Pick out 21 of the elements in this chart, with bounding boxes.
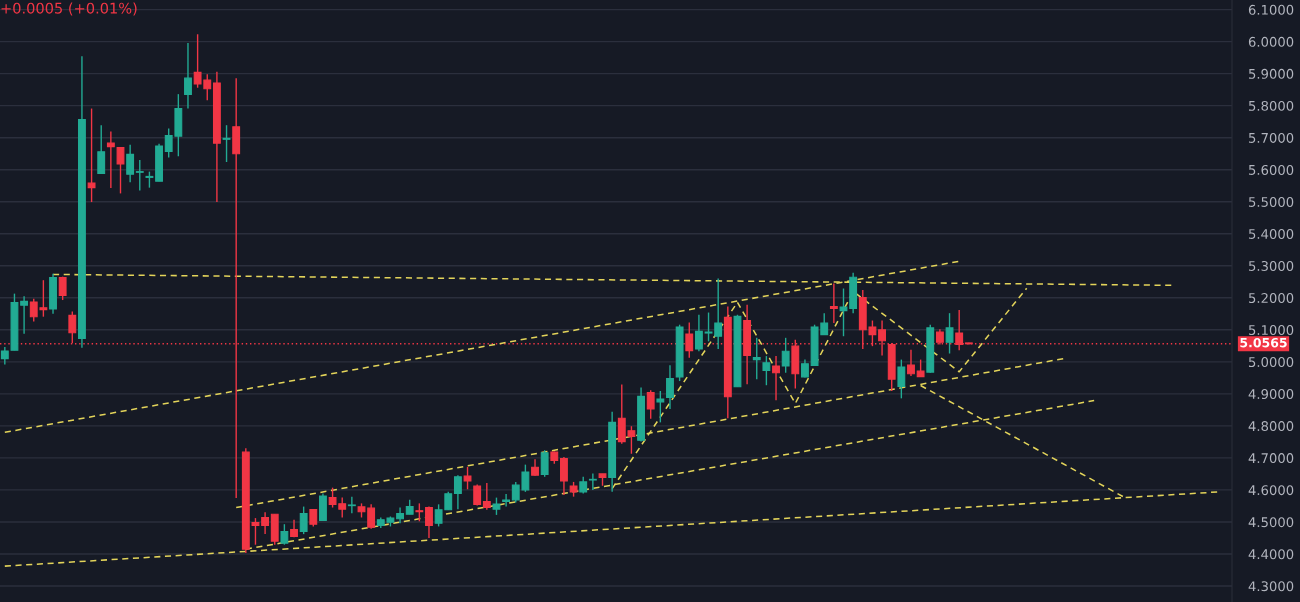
y-tick-label: 5.7000 (1248, 132, 1294, 143)
y-tick-label: 6.1000 (1248, 4, 1294, 15)
y-tick-label: 5.0000 (1248, 357, 1294, 368)
y-tick-label: 4.3000 (1248, 581, 1294, 592)
ref-line-label: 5.0565 (1240, 337, 1287, 348)
y-tick-label: 4.5000 (1248, 517, 1294, 528)
y-tick-label: 5.3000 (1248, 261, 1294, 271)
y-tick-label: 5.2000 (1248, 293, 1294, 303)
y-tick-label: 5.4000 (1248, 228, 1294, 239)
y-tick-label: 4.7000 (1248, 453, 1294, 464)
y-tick-label: 5.5000 (1248, 196, 1294, 207)
y-tick-label: 4.4000 (1248, 549, 1294, 560)
y-tick-label: 5.8000 (1248, 100, 1294, 111)
y-tick-label: 4.9000 (1248, 389, 1294, 400)
y-tick-label: 5.9000 (1248, 68, 1294, 79)
y-tick-label: 5.6000 (1248, 164, 1294, 175)
y-tick-label: 4.6000 (1248, 485, 1294, 496)
annotation: +0.0005 (+0.01%) (1, 2, 137, 16)
y-tick-label: 5.1000 (1248, 325, 1294, 336)
y-tick-label: 6.0000 (1248, 36, 1294, 47)
y-tick-label: 4.8000 (1248, 421, 1294, 432)
